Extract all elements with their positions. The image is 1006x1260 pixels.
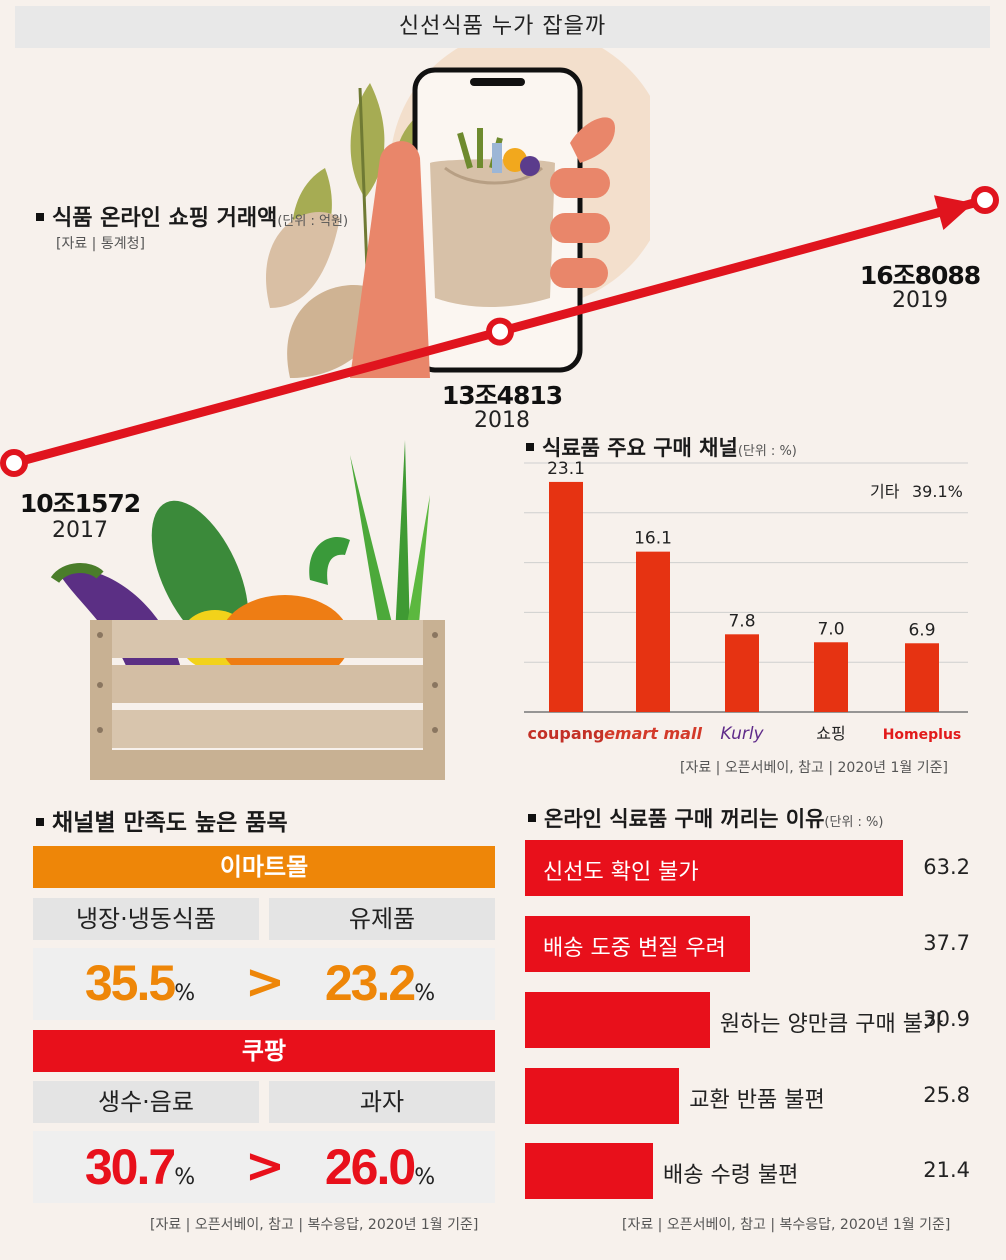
trend-line-chart [0,186,999,477]
reason-bar [525,1143,653,1199]
emart-values-row [33,948,495,1020]
coupang-band: 쿠팡 [33,1030,495,1072]
trend-title: 식품 온라인 쇼핑 거래액(단위 : 억원) [36,200,348,232]
reason-label: 원하는 양만큼 구매 불가 [719,1012,944,1037]
bullet-icon [36,817,44,826]
other-value: 39.1% [912,482,963,501]
coupang-right-value: 26.0% [280,1138,480,1196]
trend-point-2017 [0,449,28,477]
channel-label: emart mall [604,724,702,743]
reason-bar [525,840,903,896]
reason-value: 21.4 [923,1158,970,1182]
channel-bar-value: 7.0 [817,619,844,639]
channel-source: [자료 | 오픈서베이, 참고 | 2020년 1월 기준] [680,760,948,776]
reason-bar [525,916,751,972]
reason-label: 교환 반품 불편 [689,1088,825,1113]
satisfaction-source: [자료 | 오픈서베이, 참고 | 복수응답, 2020년 1월 기준] [150,1217,479,1233]
reasons-chart-title-text: 온라인 식료품 구매 꺼리는 이유 [544,807,825,831]
channel-bar [725,634,759,712]
reason-value: 30.9 [923,1007,970,1031]
vegetable-crate-illustration [50,440,445,780]
coupang-values-row [33,1131,495,1203]
emart-left-item: 냉장·냉동식품 [33,898,259,940]
trend-value-2018: 13조4813 [441,381,563,410]
emart-right-unit: % [414,981,436,1006]
trend-title-text: 식품 온라인 쇼핑 거래액 [52,206,278,231]
channel-bar [549,481,583,712]
bullet-icon [528,814,536,822]
emart-right-number: 23.2 [324,955,416,1011]
channel-bar-value: 23.1 [547,459,585,479]
channel-chart-unit: (단위 : %) [737,444,797,459]
trend-year-2018: 2018 [474,408,530,433]
reason-label: 배송 수령 불편 [662,1163,799,1188]
satisfaction-title-text: 채널별 만족도 높은 품목 [52,810,288,836]
trend-point-2018 [486,317,514,346]
channel-chart-title: 식료품 주요 구매 채널(단위 : %) [526,432,797,462]
channel-label: Kurly [720,724,764,744]
coupang-right-unit: % [414,1165,436,1190]
coupang-right-number: 26.0 [324,1139,416,1195]
phone-illustration [266,48,650,378]
channel-bar [636,551,670,712]
reason-value: 25.8 [923,1083,970,1107]
trend-unit: (단위 : 억원) [277,214,349,229]
reason-value: 63.2 [923,855,970,879]
trend-value-2017: 10조1572 [19,489,141,518]
channel-bar-chart: 23.1 16.1 7.8 7.0 6.9 coupang emart mall Kurly 쇼… [524,459,968,744]
trend-year-2019: 2019 [892,288,948,313]
emart-left-value: 35.5% [40,954,240,1012]
trend-year-2017: 2017 [52,518,108,543]
trend-point-2019 [971,186,999,214]
reason-bar [525,992,710,1048]
trend-arrowhead [933,195,974,230]
coupang-left-number: 30.7 [84,1139,176,1195]
emart-greater-than: > [244,954,286,1010]
channel-label: Homeplus [883,727,962,743]
emart-right-item: 유제품 [269,898,495,940]
emart-left-unit: % [174,981,196,1006]
coupang-greater-than: > [244,1138,286,1194]
reasons-source: [자료 | 오픈서베이, 참고 | 복수응답, 2020년 1월 기준] [622,1217,951,1233]
reason-label: 배송 도중 변질 우려 [543,936,726,961]
channel-bar-value: 16.1 [634,529,672,549]
coupang-left-item: 생수·음료 [33,1081,259,1123]
reason-bar [525,1068,680,1124]
reason-label: 신선도 확인 불가 [543,860,699,885]
other-label: 기타 [870,482,900,501]
coupang-right-item: 과자 [269,1081,495,1123]
trend-value-2019: 16조8088 [859,261,981,290]
bullet-icon [36,213,44,221]
bullet-icon [526,443,534,451]
channel-bar-value: 7.8 [728,611,755,631]
channel-label: coupang [528,724,605,743]
coupang-left-value: 30.7% [40,1138,240,1196]
reasons-chart-title: 온라인 식료품 구매 꺼리는 이유(단위 : %) [528,803,883,833]
emart-left-number: 35.5 [84,955,176,1011]
reason-value: 37.7 [923,931,970,955]
emart-band: 이마트몰 [33,846,495,888]
channel-bar-value: 6.9 [908,620,935,640]
channel-label: 쇼핑 [816,724,845,743]
channel-bar [905,643,939,712]
page-title: 신선식품 누가 잡을까 [15,6,990,48]
trend-source: [자료 | 통계청] [56,236,145,252]
channel-chart-title-text: 식료품 주요 구매 채널 [542,436,738,460]
reasons-chart-unit: (단위 : %) [824,815,884,830]
channel-bar [814,642,848,712]
satisfaction-title: 채널별 만족도 높은 품목 [36,803,288,837]
emart-right-value: 23.2% [280,954,480,1012]
coupang-left-unit: % [174,1165,196,1190]
